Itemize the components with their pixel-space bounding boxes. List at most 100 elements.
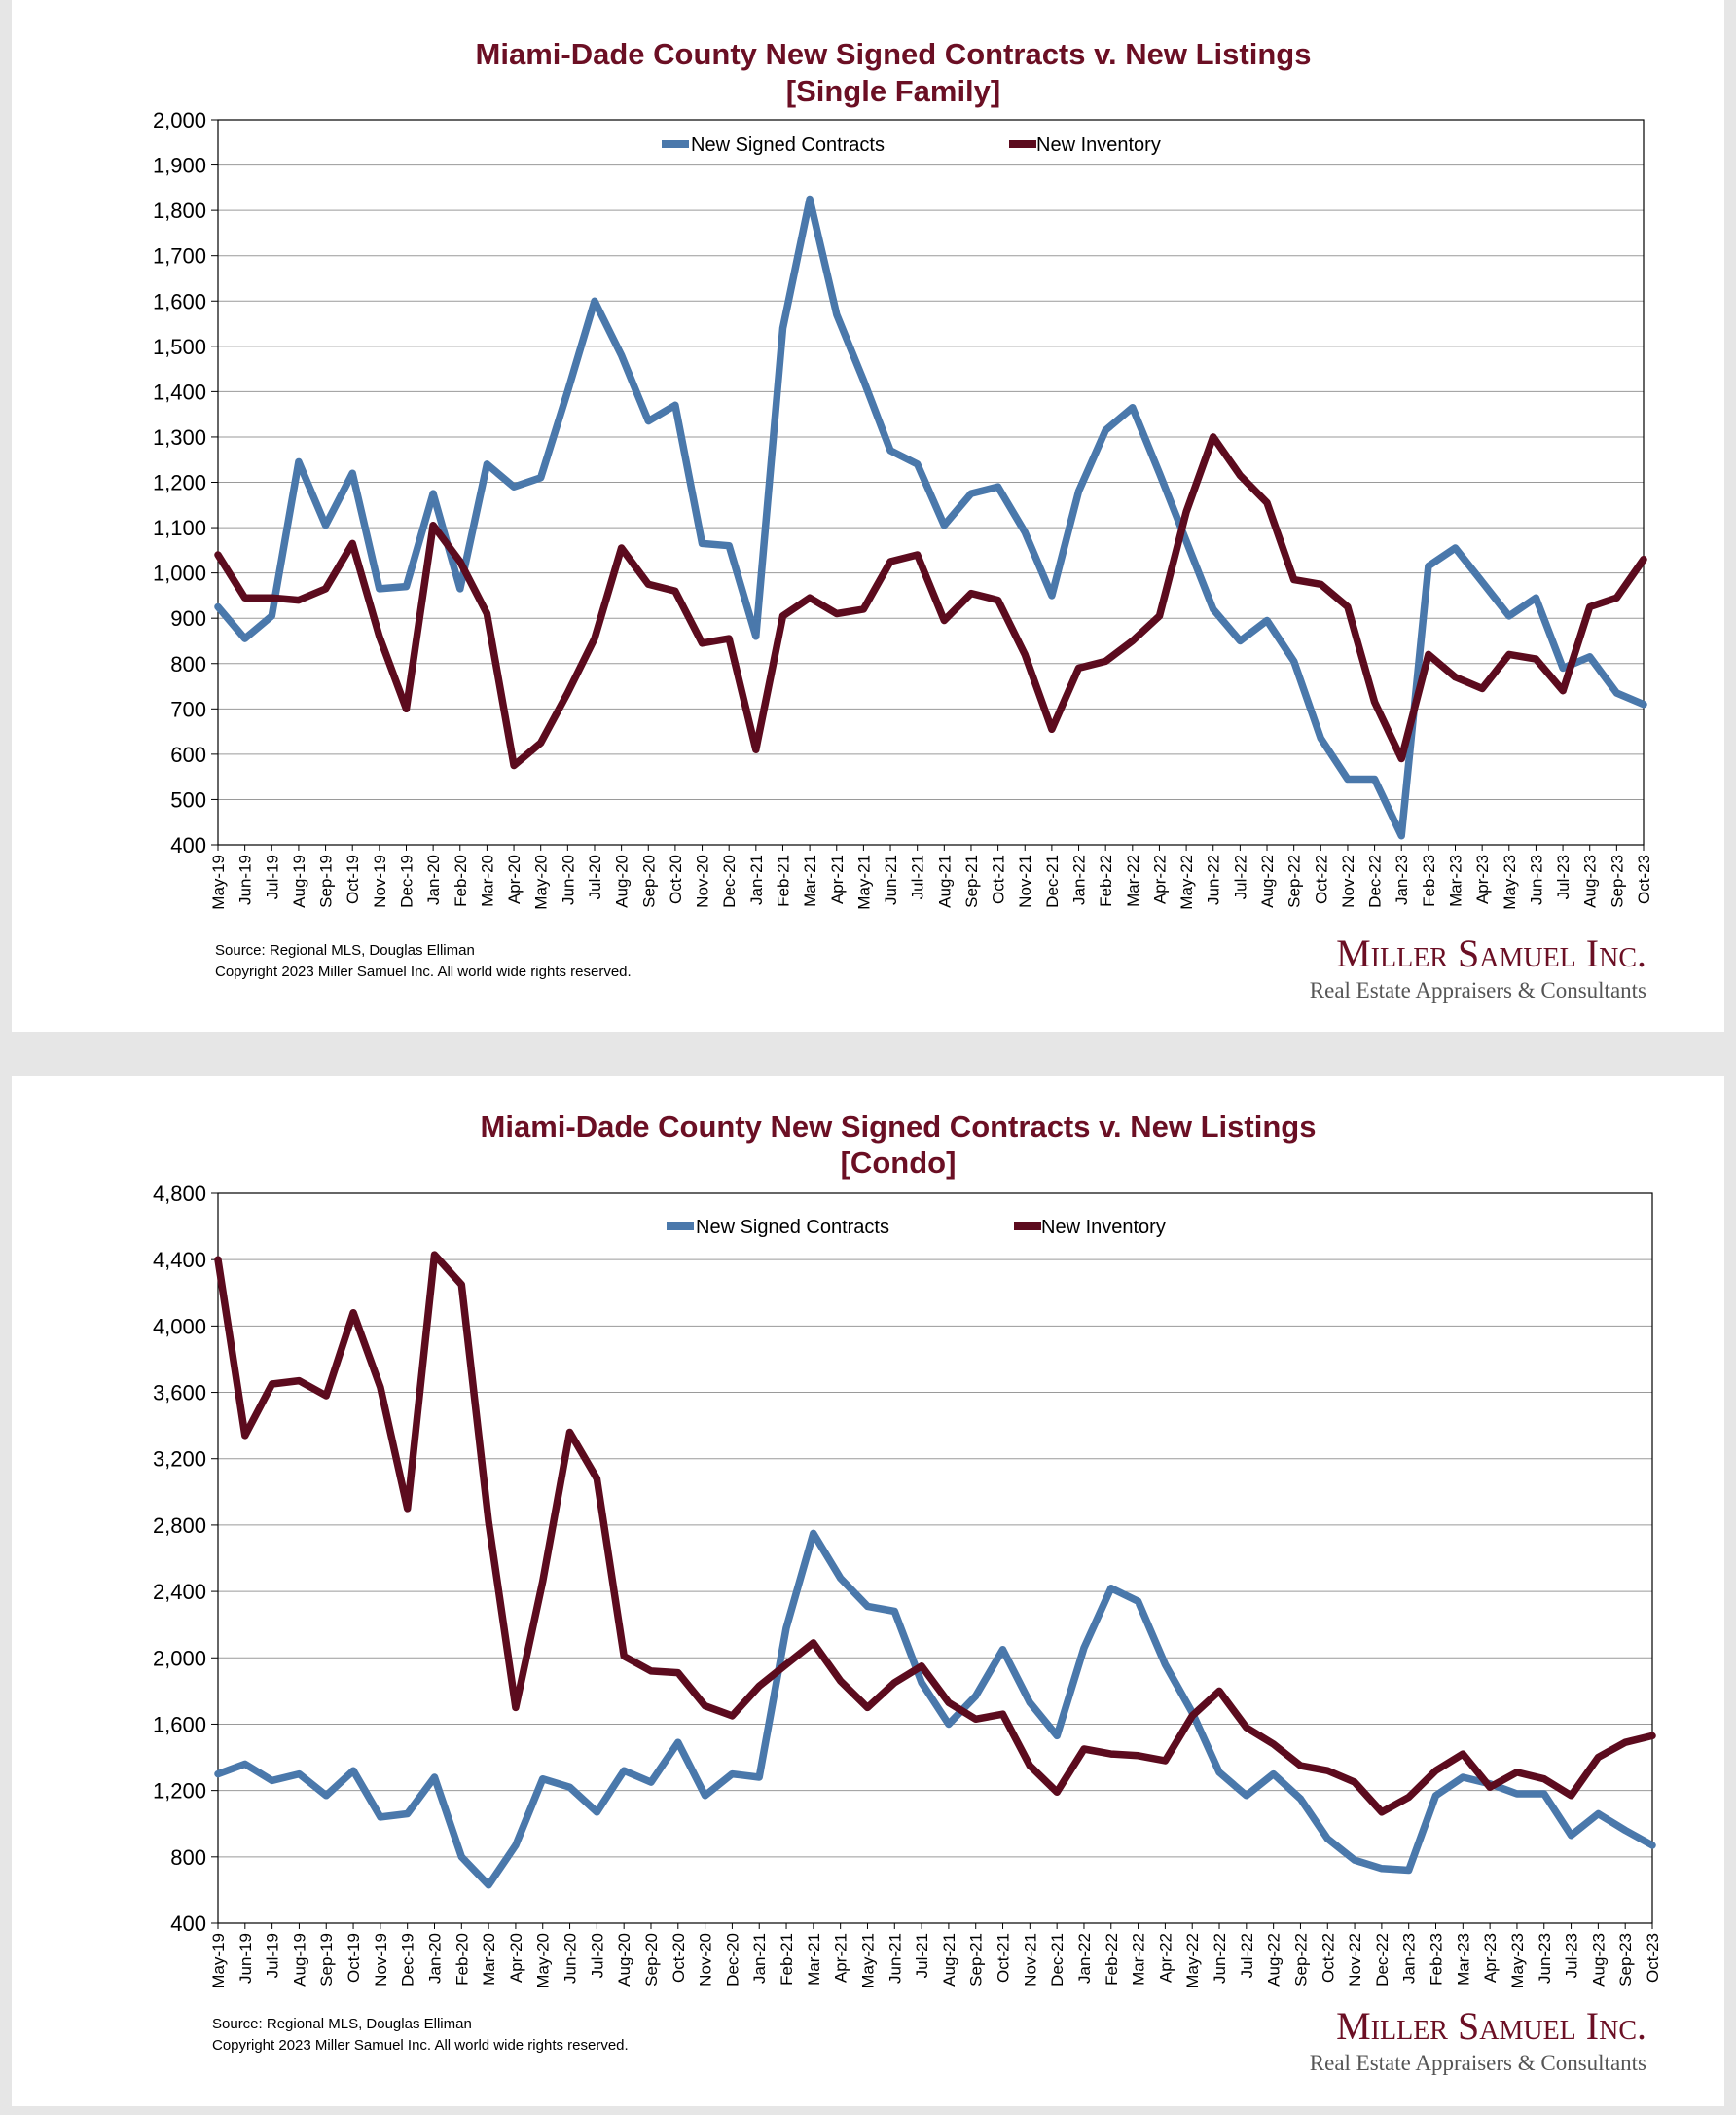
x-tick-label: Aug-23 <box>1589 1933 1608 1987</box>
x-tick-label: Dec-19 <box>399 1933 417 1987</box>
chart-legend: New Signed Contracts New Inventory <box>662 134 1161 156</box>
x-tick-label: Oct-19 <box>344 855 362 904</box>
x-tick-label: Feb-22 <box>1097 855 1115 907</box>
chart-panel-single-family: Miami-Dade County New Signed Contracts v… <box>12 0 1724 1032</box>
x-tick-label: Aug-23 <box>1581 855 1600 908</box>
x-tick-label: May-21 <box>858 1933 877 1988</box>
single-family-chart: Miami-Dade County New Signed Contracts v… <box>153 37 1653 1003</box>
y-tick-label: 1,400 <box>153 380 206 404</box>
x-tick-label: Nov-19 <box>371 855 389 908</box>
y-tick-label: 2,800 <box>153 1513 206 1538</box>
x-tick-label: Oct-21 <box>995 1933 1013 1983</box>
x-tick-label: Dec-22 <box>1366 855 1385 908</box>
x-tick-label: May-23 <box>1508 1933 1527 1988</box>
x-tick-label: Jun-21 <box>882 855 900 905</box>
x-tick-label: Mar-21 <box>801 855 819 907</box>
series-line-new-inventory <box>214 433 1647 770</box>
x-tick-label: Jun-22 <box>1205 855 1223 905</box>
x-tick-label: Feb-23 <box>1428 1933 1446 1986</box>
x-tick-label: Dec-21 <box>1048 1933 1067 1987</box>
x-tick-label: Apr-22 <box>1156 1933 1175 1983</box>
x-tick-label: Sep-21 <box>962 855 981 908</box>
y-tick-label: 500 <box>170 787 206 812</box>
x-tick-label: Sep-19 <box>317 855 336 908</box>
x-tick-label: Dec-22 <box>1373 1933 1392 1987</box>
y-tick-label: 3,600 <box>153 1381 206 1405</box>
y-tick-label: 2,000 <box>153 108 206 132</box>
series-line-new-signed-contracts <box>214 195 1647 840</box>
y-tick-label: 2,400 <box>153 1580 206 1604</box>
chart-legend: New Signed Contracts New Inventory <box>667 1217 1166 1238</box>
x-tick-label: Jun-20 <box>561 1933 580 1984</box>
x-tick-label: Sep-19 <box>317 1933 336 1987</box>
x-tick-label: May-23 <box>1501 855 1519 910</box>
x-tick-label: Dec-20 <box>723 1933 741 1987</box>
x-tick-label: May-20 <box>532 855 551 910</box>
chart-title: Miami-Dade County New Signed Contracts v… <box>476 37 1312 71</box>
x-tick-label: Sep-20 <box>642 1933 661 1987</box>
y-tick-label: 4,400 <box>153 1248 206 1272</box>
x-tick-label: Oct-23 <box>1644 1933 1662 1983</box>
x-tick-label: Apr-20 <box>507 1933 525 1983</box>
x-tick-label: Jan-20 <box>424 855 443 905</box>
x-tick-label: Apr-22 <box>1150 855 1169 904</box>
y-tick-label: 700 <box>170 697 206 721</box>
x-tick-label: Jul-19 <box>263 855 281 899</box>
y-tick-label: 1,200 <box>153 1779 206 1804</box>
y-tick-label: 1,600 <box>153 1712 206 1736</box>
y-tick-label: 3,200 <box>153 1447 206 1472</box>
x-tick-label: Sep-23 <box>1608 855 1626 908</box>
y-tick-label: 1,000 <box>153 562 206 586</box>
x-tick-label: Feb-21 <box>774 855 792 907</box>
x-tick-label: Mar-22 <box>1130 1933 1148 1986</box>
condo-chart: Miami-Dade County New Signed Contracts v… <box>153 1110 1662 2075</box>
x-tick-label: Nov-19 <box>372 1933 390 1987</box>
x-tick-label: May-22 <box>1177 855 1196 910</box>
y-tick-label: 800 <box>170 1845 206 1870</box>
y-tick-label: 1,800 <box>153 199 206 223</box>
y-tick-label: 2,000 <box>153 1646 206 1670</box>
x-tick-label: Jun-23 <box>1527 855 1545 905</box>
legend-label-inventory: New Inventory <box>1041 1217 1166 1238</box>
brand-tagline: Real Estate Appraisers & Consultants <box>1310 2051 1646 2075</box>
x-tick-label: Aug-20 <box>615 1933 633 1987</box>
x-tick-label: Sep-22 <box>1291 1933 1310 1987</box>
x-tick-label: May-21 <box>854 855 873 910</box>
x-tick-label: Jul-21 <box>909 855 927 899</box>
chart-title: Miami-Dade County New Signed Contracts v… <box>481 1110 1317 1144</box>
legend-label-contracts: New Signed Contracts <box>696 1217 889 1238</box>
chart-subtitle: [Single Family] <box>786 74 1000 108</box>
x-tick-label: Nov-20 <box>694 855 712 908</box>
x-tick-label: Mar-20 <box>480 1933 498 1986</box>
chart-panel-condo: Miami-Dade County New Signed Contracts v… <box>12 1076 1724 2106</box>
x-tick-label: Jun-20 <box>559 855 577 905</box>
legend-label-inventory: New Inventory <box>1036 134 1161 156</box>
brand-tagline: Real Estate Appraisers & Consultants <box>1310 978 1646 1003</box>
y-tick-label: 4,000 <box>153 1314 206 1338</box>
x-tick-label: May-19 <box>209 855 228 910</box>
x-tick-label: Jan-21 <box>750 1933 769 1984</box>
x-tick-label: Aug-22 <box>1258 855 1277 908</box>
y-tick-label: 1,200 <box>153 471 206 495</box>
copyright-note: Copyright 2023 Miller Samuel Inc. All wo… <box>215 964 632 980</box>
y-tick-label: 1,700 <box>153 244 206 269</box>
x-tick-label: Apr-21 <box>832 1933 850 1983</box>
x-tick-label: Oct-23 <box>1635 855 1653 904</box>
x-tick-label: Mar-23 <box>1454 1933 1472 1986</box>
y-tick-label: 1,600 <box>153 289 206 313</box>
x-tick-label: Apr-21 <box>828 855 847 904</box>
x-tick-label: Nov-21 <box>1016 855 1034 908</box>
x-tick-label: Sep-21 <box>967 1933 986 1987</box>
x-tick-label: Aug-19 <box>290 1933 308 1987</box>
y-tick-label: 1,900 <box>153 154 206 178</box>
source-note: Source: Regional MLS, Douglas Elliman <box>212 2016 472 2032</box>
y-tick-label: 1,500 <box>153 335 206 359</box>
plot-area-border <box>217 1192 1653 1924</box>
source-note: Source: Regional MLS, Douglas Elliman <box>215 942 475 959</box>
x-tick-label: Jul-21 <box>913 1933 931 1978</box>
x-tick-label: Jan-22 <box>1075 1933 1094 1984</box>
x-tick-label: Jan-23 <box>1392 855 1411 905</box>
x-tick-label: Apr-23 <box>1473 855 1492 904</box>
y-tick-label: 4,800 <box>153 1182 206 1206</box>
x-tick-label: Jul-22 <box>1238 1933 1256 1978</box>
